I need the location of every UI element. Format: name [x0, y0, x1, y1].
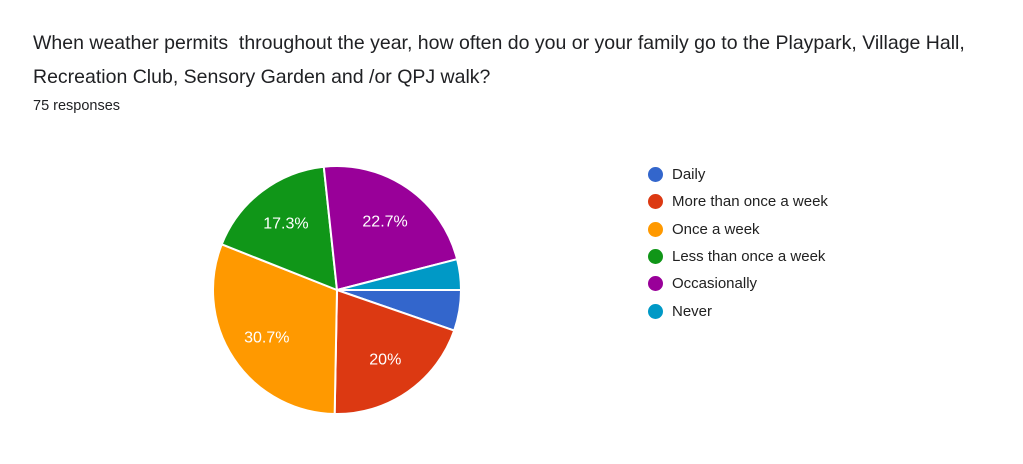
legend-label: Never — [672, 302, 713, 320]
slice-label-occasionally: 22.7% — [362, 213, 407, 230]
legend-color-dot — [648, 303, 663, 319]
legend-color-dot — [648, 249, 663, 265]
legend-label: Less than once a week — [672, 248, 826, 266]
pie-chart[interactable]: 20% 30.7% 17.3% 22.7% — [211, 164, 463, 416]
chart-legend: Daily More than once a week Once a week Les… — [648, 161, 828, 325]
pie-slice-occasionally[interactable] — [322, 165, 459, 291]
slice-label-once-a-week: 30.7% — [244, 329, 289, 346]
legend-item-occasionally: Occasionally — [648, 270, 828, 297]
legend-label: Occasionally — [672, 275, 758, 293]
legend-color-dot — [648, 194, 663, 210]
legend-item-once-a-week: Once a week — [648, 216, 828, 243]
legend-label: Daily — [672, 166, 706, 184]
legend-item-less-than-once-a-week: Less than once a week — [648, 243, 828, 270]
legend-item-more-than-once-a-week: More than once a week — [648, 188, 828, 215]
legend-label: More than once a week — [672, 193, 828, 211]
question-title: When weather permits throughout the year… — [33, 32, 971, 88]
slice-label-more-than-once-a-week: 20% — [369, 352, 401, 369]
legend-item-daily: Daily — [648, 161, 828, 188]
pie-slice-never[interactable] — [336, 258, 462, 291]
legend-color-dot — [648, 167, 663, 183]
legend-label: Once a week — [672, 220, 760, 238]
legend-color-dot — [648, 276, 663, 292]
pie-slice-once-a-week[interactable] — [212, 243, 338, 415]
legend-color-dot — [648, 221, 663, 237]
slice-label-less-than-once-a-week: 17.3% — [263, 216, 308, 233]
response-count: 75 responses — [33, 98, 121, 114]
legend-item-never: Never — [648, 297, 828, 324]
pie-slice-less-than-once-a-week[interactable] — [220, 165, 338, 291]
pie-slice-more-than-once-a-week[interactable] — [333, 289, 456, 415]
